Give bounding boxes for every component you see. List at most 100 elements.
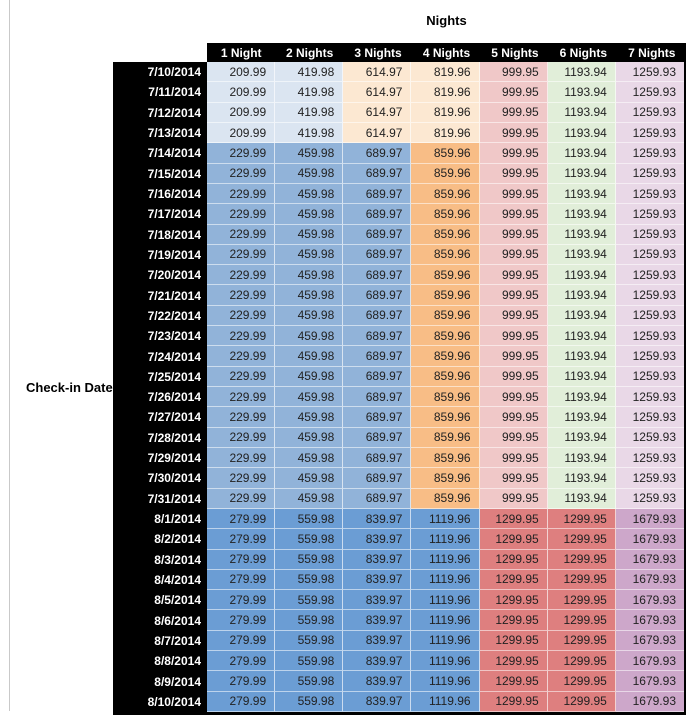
price-cell[interactable]: 1299.95: [547, 549, 616, 570]
price-cell[interactable]: 459.98: [275, 204, 344, 225]
price-cell[interactable]: 1299.95: [479, 671, 548, 692]
price-cell[interactable]: 1679.93: [615, 508, 684, 530]
price-cell[interactable]: 859.96: [411, 468, 480, 489]
price-cell[interactable]: 229.99: [207, 183, 276, 205]
price-cell[interactable]: 229.99: [207, 326, 276, 347]
price-cell[interactable]: 229.99: [207, 468, 276, 489]
price-cell[interactable]: 1259.93: [615, 102, 684, 123]
price-cell[interactable]: 999.95: [479, 326, 548, 347]
price-cell[interactable]: 1193.94: [547, 183, 616, 205]
price-cell[interactable]: 229.99: [207, 244, 276, 266]
price-cell[interactable]: 839.97: [343, 508, 412, 530]
price-cell[interactable]: 1679.93: [615, 590, 684, 611]
price-cell[interactable]: 279.99: [207, 529, 276, 550]
price-cell[interactable]: 1259.93: [615, 346, 684, 367]
row-header-date[interactable]: 7/29/2014: [113, 447, 207, 469]
price-cell[interactable]: 229.99: [207, 387, 276, 408]
row-header-date[interactable]: 7/11/2014: [113, 82, 207, 103]
price-cell[interactable]: 229.99: [207, 163, 276, 184]
price-cell[interactable]: 1193.94: [547, 102, 616, 123]
price-cell[interactable]: 1259.93: [615, 366, 684, 387]
price-cell[interactable]: 999.95: [479, 305, 548, 327]
price-cell[interactable]: 559.98: [275, 549, 344, 570]
price-cell[interactable]: 229.99: [207, 305, 276, 327]
price-cell[interactable]: 839.97: [343, 630, 412, 652]
price-cell[interactable]: 459.98: [275, 427, 344, 448]
price-cell[interactable]: 1299.95: [547, 651, 616, 672]
row-header-date[interactable]: 8/5/2014: [113, 590, 207, 611]
price-cell[interactable]: 1299.95: [547, 610, 616, 631]
price-cell[interactable]: 1299.95: [479, 651, 548, 672]
price-cell[interactable]: 1259.93: [615, 326, 684, 347]
price-cell[interactable]: 1193.94: [547, 244, 616, 266]
price-cell[interactable]: 1193.94: [547, 122, 616, 144]
price-cell[interactable]: 229.99: [207, 346, 276, 367]
price-cell[interactable]: 1119.96: [411, 590, 480, 611]
price-cell[interactable]: 1299.95: [547, 691, 616, 712]
price-cell[interactable]: 559.98: [275, 569, 344, 591]
row-header-date[interactable]: 8/10/2014: [113, 691, 207, 712]
price-cell[interactable]: 839.97: [343, 671, 412, 692]
price-cell[interactable]: 999.95: [479, 82, 548, 103]
price-cell[interactable]: 459.98: [275, 285, 344, 306]
price-cell[interactable]: 689.97: [343, 468, 412, 489]
price-cell[interactable]: 459.98: [275, 468, 344, 489]
price-cell[interactable]: 419.98: [275, 102, 344, 123]
price-cell[interactable]: 1259.93: [615, 285, 684, 306]
price-cell[interactable]: 419.98: [275, 82, 344, 103]
row-header-date[interactable]: 7/10/2014: [113, 62, 207, 83]
price-cell[interactable]: 1299.95: [479, 630, 548, 652]
price-cell[interactable]: 209.99: [207, 122, 276, 144]
row-header-date[interactable]: 7/24/2014: [113, 346, 207, 367]
price-cell[interactable]: 614.97: [343, 62, 412, 83]
price-cell[interactable]: 859.96: [411, 326, 480, 347]
price-cell[interactable]: 229.99: [207, 488, 276, 509]
price-cell[interactable]: 559.98: [275, 691, 344, 712]
price-cell[interactable]: 1259.93: [615, 427, 684, 448]
price-cell[interactable]: 209.99: [207, 62, 276, 83]
price-cell[interactable]: 559.98: [275, 630, 344, 652]
price-cell[interactable]: 1299.95: [547, 671, 616, 692]
price-cell[interactable]: 1193.94: [547, 224, 616, 245]
row-header-date[interactable]: 7/31/2014: [113, 488, 207, 509]
price-cell[interactable]: 1299.95: [547, 508, 616, 530]
price-cell[interactable]: 209.99: [207, 102, 276, 123]
price-cell[interactable]: 459.98: [275, 488, 344, 509]
price-cell[interactable]: 459.98: [275, 447, 344, 469]
price-cell[interactable]: 689.97: [343, 488, 412, 509]
price-cell[interactable]: 999.95: [479, 468, 548, 489]
price-cell[interactable]: 999.95: [479, 488, 548, 509]
price-cell[interactable]: 459.98: [275, 265, 344, 286]
price-cell[interactable]: 999.95: [479, 102, 548, 123]
price-cell[interactable]: 689.97: [343, 163, 412, 184]
price-cell[interactable]: 459.98: [275, 163, 344, 184]
price-cell[interactable]: 689.97: [343, 447, 412, 469]
price-cell[interactable]: 1119.96: [411, 549, 480, 570]
price-cell[interactable]: 1299.95: [479, 549, 548, 570]
price-cell[interactable]: 279.99: [207, 590, 276, 611]
price-cell[interactable]: 999.95: [479, 62, 548, 83]
row-header-date[interactable]: 7/17/2014: [113, 204, 207, 225]
price-cell[interactable]: 999.95: [479, 224, 548, 245]
price-cell[interactable]: 614.97: [343, 102, 412, 123]
price-cell[interactable]: 1679.93: [615, 671, 684, 692]
price-cell[interactable]: 459.98: [275, 183, 344, 205]
price-cell[interactable]: 1193.94: [547, 468, 616, 489]
row-header-date[interactable]: 7/14/2014: [113, 143, 207, 164]
price-cell[interactable]: 689.97: [343, 183, 412, 205]
price-cell[interactable]: 1259.93: [615, 244, 684, 266]
price-cell[interactable]: 859.96: [411, 305, 480, 327]
column-header-6[interactable]: 6 Nights: [559, 45, 608, 60]
price-cell[interactable]: 1259.93: [615, 488, 684, 509]
price-cell[interactable]: 1299.95: [479, 610, 548, 631]
price-cell[interactable]: 229.99: [207, 366, 276, 387]
row-header-date[interactable]: 7/27/2014: [113, 407, 207, 428]
row-header-date[interactable]: 8/1/2014: [113, 508, 207, 530]
price-cell[interactable]: 1259.93: [615, 305, 684, 327]
row-header-date[interactable]: 7/25/2014: [113, 366, 207, 387]
column-header-7[interactable]: 7 Nights: [628, 45, 676, 60]
price-cell[interactable]: 859.96: [411, 346, 480, 367]
price-cell[interactable]: 999.95: [479, 143, 548, 164]
row-header-date[interactable]: 7/30/2014: [113, 468, 207, 489]
price-cell[interactable]: 229.99: [207, 407, 276, 428]
